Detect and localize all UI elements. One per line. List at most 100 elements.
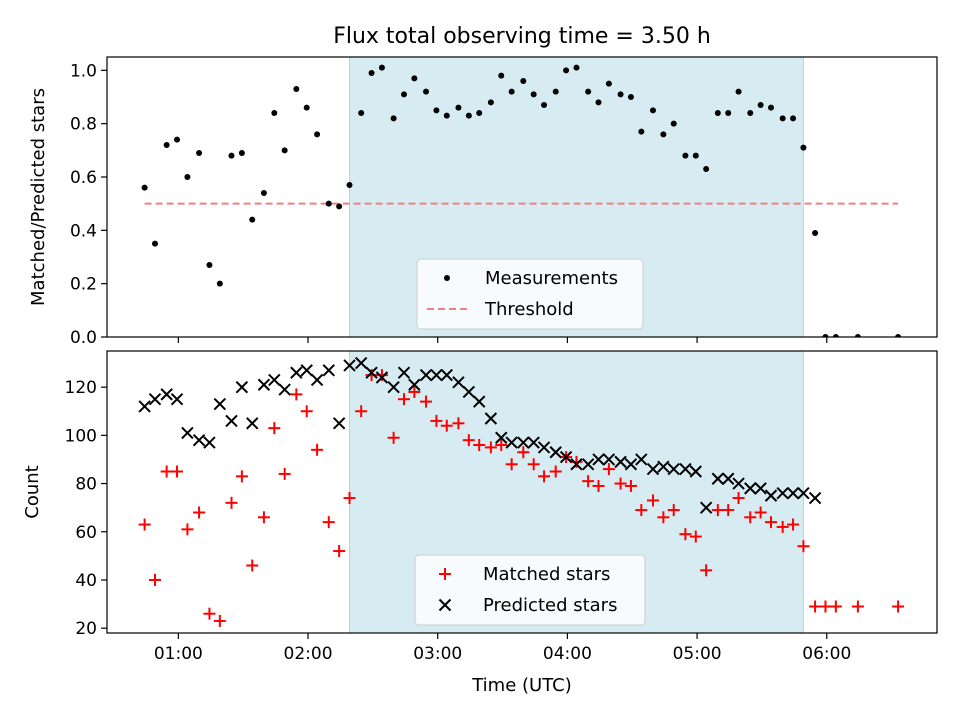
legend-box (414, 554, 646, 626)
x-b (160, 388, 173, 401)
x-b (452, 376, 465, 389)
x-b (462, 385, 476, 399)
x-b (268, 373, 281, 387)
measurement-point (832, 334, 839, 337)
measurement-point (433, 107, 440, 114)
matched-star-point (300, 405, 313, 418)
matched-star-point (602, 463, 615, 476)
matched-star-point (517, 446, 530, 459)
x-b (484, 412, 498, 425)
matched-star-point (582, 475, 595, 488)
x-b (397, 366, 411, 379)
x-b (505, 436, 518, 449)
x-b (203, 436, 216, 449)
x-b (549, 446, 562, 459)
measurement-point (508, 88, 515, 95)
matched-star-point (311, 443, 324, 456)
measurement-point (757, 102, 764, 108)
predicted-star-point (213, 397, 227, 411)
legend-label: Matched stars (483, 564, 610, 585)
y-tick-label: 20 (75, 619, 97, 639)
x-b (570, 458, 583, 471)
predicted-star-point (160, 388, 173, 401)
predicted-star-point (354, 356, 368, 370)
matched-star-point (213, 614, 226, 627)
predicted-star-point (732, 477, 745, 490)
x-b (430, 368, 443, 382)
y-tick-label: 0.6 (70, 168, 97, 188)
predicted-star-point (517, 436, 530, 449)
predicted-star-point (138, 400, 151, 413)
measurement-point (585, 88, 592, 95)
legend-label: Measurements (485, 268, 618, 289)
measurement-point (703, 166, 710, 172)
matched-star-point (193, 506, 206, 519)
measurement-point (151, 240, 158, 247)
x-b (375, 371, 389, 384)
x-b (711, 472, 725, 485)
measurement-point (605, 80, 612, 87)
measurement-point (184, 174, 191, 180)
measurement-point (249, 216, 256, 223)
matched-star-point (225, 496, 238, 509)
measurement-point (163, 142, 170, 148)
predicted-star-point (322, 364, 335, 377)
measurement-point (682, 152, 689, 159)
x-b (148, 392, 162, 406)
matched-star-point (171, 465, 184, 478)
x-axis-label: Time (UTC) (471, 675, 572, 696)
measurement-point (735, 88, 742, 95)
measurement-point (530, 91, 537, 98)
measurement-point (390, 115, 397, 122)
measurement-point (368, 70, 375, 76)
measurement-point (293, 86, 300, 92)
y-axis-label: Matched/Predicted stars (28, 88, 49, 306)
predicted-star-point (419, 368, 433, 382)
measurement-point (303, 104, 310, 111)
matched-star-point (365, 369, 378, 382)
matched-star-point (744, 511, 757, 524)
matched-star-point (148, 573, 161, 586)
matched-star-point (809, 600, 822, 613)
x-tick-label: 04:00 (543, 644, 592, 664)
predicted-star-point (290, 366, 303, 379)
x-b (646, 462, 660, 476)
measurement-point (895, 334, 902, 337)
x-b (657, 460, 670, 473)
measurement-point (314, 131, 321, 138)
predicted-star-point (203, 436, 216, 449)
matched-star-point (235, 470, 248, 483)
matched-star-point (624, 479, 637, 492)
x-b (181, 426, 194, 440)
x-b (322, 364, 335, 377)
x-b (138, 400, 151, 413)
ratio-panel: 0.0 0.2 0.4 0.6 0.8 1.0 Matched/Predicted star… (28, 56, 938, 348)
x-b (689, 465, 702, 478)
matched-star-point (268, 422, 281, 435)
x-b (764, 489, 778, 502)
predicted-star-point (614, 455, 627, 469)
predicted-star-point (711, 472, 725, 485)
predicted-star-point (721, 472, 735, 485)
predicted-star-point (246, 417, 259, 430)
measurement-point (487, 99, 494, 106)
measurement-point (627, 94, 634, 100)
measurement-point (455, 104, 462, 111)
measurement-point (336, 203, 343, 210)
measurement-point (325, 200, 332, 207)
y-tick-label: 0.0 (70, 328, 97, 348)
x-b (235, 380, 249, 394)
measurement-point (520, 78, 527, 84)
x-b (635, 453, 648, 466)
measurement-point (228, 152, 235, 159)
predicted-star-point (375, 371, 389, 384)
matched-star-point (549, 465, 562, 478)
measurement-point (196, 150, 203, 156)
measurement-point (281, 147, 288, 154)
x-b (732, 477, 745, 490)
predicted-star-point (699, 501, 713, 514)
measurement-point (768, 104, 774, 111)
predicted-star-point (559, 450, 573, 464)
measurement-point (747, 110, 754, 116)
